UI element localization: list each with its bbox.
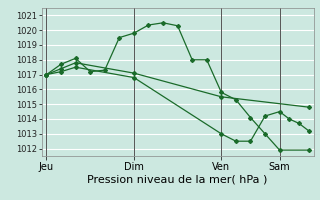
X-axis label: Pression niveau de la mer( hPa ): Pression niveau de la mer( hPa ) bbox=[87, 174, 268, 184]
